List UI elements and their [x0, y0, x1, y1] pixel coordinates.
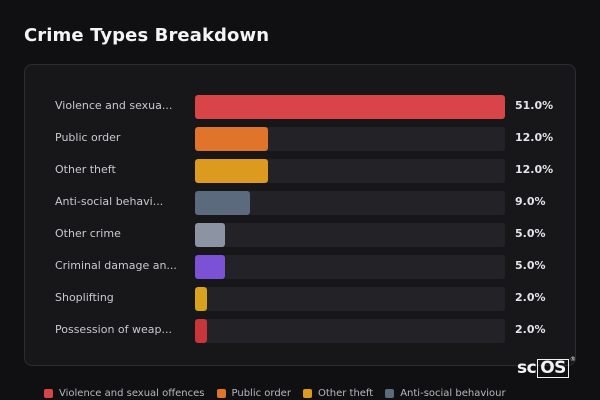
- bar-track: [195, 95, 505, 119]
- bar: [195, 127, 268, 151]
- bar-row: Shoplifting 2.0%: [25, 287, 577, 311]
- chart-legend: Violence and sexual offences Public order…: [44, 386, 506, 400]
- bar: [195, 287, 207, 311]
- bar-track: [195, 255, 505, 279]
- bar-track: [195, 319, 505, 343]
- legend-swatch: [44, 388, 53, 398]
- legend-item: Public order: [216, 387, 291, 399]
- bar-track: [195, 127, 505, 151]
- bar: [195, 95, 505, 119]
- brand-logo: sc OS ®: [517, 355, 576, 379]
- bar-track: [195, 223, 505, 247]
- legend-item: Violence and sexual offences: [44, 388, 205, 399]
- bar-track: [195, 287, 505, 311]
- legend-label: Public order: [231, 387, 291, 399]
- category-label: Criminal damage an...: [55, 259, 177, 272]
- chart-card: Violence and sexua... 51.0% Public order 12…: [24, 64, 576, 366]
- bar-row: Violence and sexua... 51.0%: [25, 95, 577, 119]
- bar: [195, 191, 250, 215]
- category-label: Anti-social behavi...: [55, 195, 164, 208]
- category-label: Other theft: [55, 163, 116, 176]
- bar: [195, 255, 225, 279]
- value-label: 12.0%: [515, 163, 554, 176]
- bar-row: Other crime 5.0%: [25, 223, 577, 247]
- category-label: Public order: [55, 131, 121, 144]
- value-label: 2.0%: [515, 323, 546, 336]
- category-label: Possession of weap...: [55, 323, 172, 336]
- legend-swatch: [302, 388, 312, 398]
- value-label: 12.0%: [515, 131, 554, 144]
- bar: [195, 223, 225, 247]
- value-label: 9.0%: [515, 195, 546, 208]
- value-label: 5.0%: [515, 259, 546, 272]
- bar-row: Anti-social behavi... 9.0%: [25, 191, 577, 215]
- bar-row: Possession of weap... 2.0%: [25, 319, 577, 343]
- bar-row: Public order 12.0%: [25, 127, 577, 151]
- chart-title: Crime Types Breakdown: [24, 25, 270, 46]
- value-label: 2.0%: [515, 291, 546, 304]
- legend-label: Other theft: [317, 387, 374, 399]
- logo-text: sc: [517, 358, 537, 378]
- bar-row: Other theft 12.0%: [25, 159, 577, 183]
- registered-mark: ®: [569, 355, 576, 363]
- category-label: Violence and sexua...: [55, 99, 173, 112]
- logo-boxed-text: OS: [537, 358, 569, 378]
- value-label: 5.0%: [515, 227, 546, 240]
- category-label: Other crime: [55, 227, 121, 240]
- legend-item: Other theft: [302, 387, 374, 399]
- legend-label: Violence and sexual offences: [59, 387, 205, 399]
- legend-item: Anti-social behaviour: [385, 387, 506, 399]
- legend-label: Anti-social behaviour: [400, 387, 506, 399]
- bar: [195, 159, 268, 183]
- bar-row: Criminal damage an... 5.0%: [25, 255, 577, 279]
- bar-track: [195, 159, 505, 183]
- bar: [195, 319, 207, 343]
- value-label: 51.0%: [515, 99, 554, 112]
- legend-swatch: [216, 388, 226, 398]
- bar-track: [195, 191, 505, 215]
- legend-swatch: [385, 388, 395, 398]
- category-label: Shoplifting: [55, 291, 114, 304]
